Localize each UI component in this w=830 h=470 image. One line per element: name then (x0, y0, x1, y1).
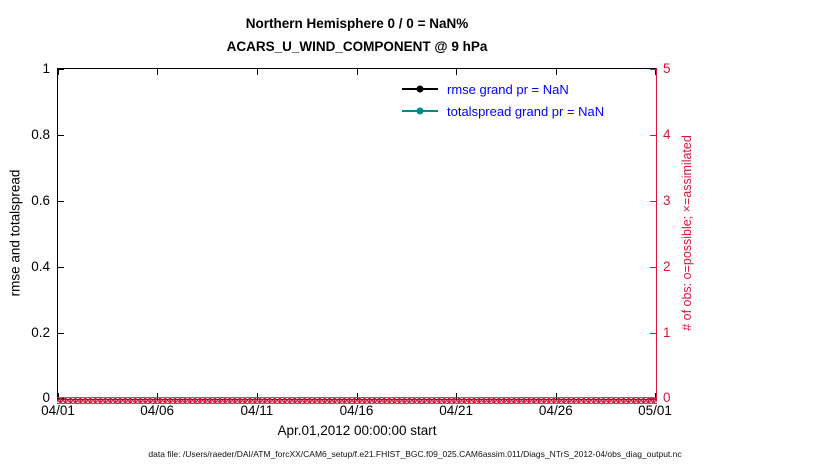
y-left-tick-mark (58, 332, 64, 334)
x-tick-mark (456, 393, 458, 399)
legend-marker-dot (416, 107, 424, 115)
data-file-footer: data file: /Users/raeder/DAI/ATM_forcXX/… (148, 449, 682, 459)
legend-marker-dot (416, 85, 424, 93)
chart-title: Northern Hemisphere 0 / 0 = NaN% ACARS_U… (57, 12, 657, 58)
y-left-tick-label: 1 (42, 61, 50, 76)
title-line-2: ACARS_U_WIND_COMPONENT @ 9 hPa (226, 39, 488, 54)
x-tick-mark (655, 69, 656, 75)
x-tick-mark (356, 69, 358, 75)
y-left-tick-label: 0.4 (31, 258, 50, 274)
x-tick-mark (655, 393, 656, 399)
x-tick-mark (58, 393, 59, 399)
y-left-tick-label: 0.8 (31, 126, 50, 142)
x-tick-label: 05/01 (638, 403, 672, 418)
y-left-tick-mark (58, 134, 64, 136)
y-right-tick-label: 3 (663, 192, 671, 208)
x-tick-mark (157, 393, 159, 399)
y-right-axis-label: # of obs: o=possible; ×=assimilated (680, 135, 694, 331)
y-right-tick-mark (650, 266, 656, 268)
obs-marker-row (54, 393, 660, 408)
y-right-tick-label: 2 (663, 258, 671, 274)
plot-area (57, 68, 657, 400)
legend-item: totalspread grand pr = NaN (402, 100, 604, 122)
x-tick-mark (157, 69, 159, 75)
y-right-tick-mark (650, 200, 656, 202)
x-tick-label: 04/16 (339, 403, 374, 418)
title-line-1: Northern Hemisphere 0 / 0 = NaN% (245, 16, 469, 31)
legend-item: rmse grand pr = NaN (402, 78, 604, 100)
y-left-tick-mark (58, 200, 64, 202)
x-tick-mark (256, 69, 258, 75)
obs-markers-svg (54, 396, 660, 405)
legend-item-label: totalspread grand pr = NaN (447, 103, 605, 119)
x-tick-mark (256, 393, 258, 399)
x-tick-label: 04/26 (538, 403, 573, 418)
x-axis-label: Apr.01,2012 00:00:00 start (277, 423, 437, 438)
y-left-tick-mark (58, 69, 64, 70)
x-tick-mark (555, 69, 557, 75)
y-right-tick-label: 1 (663, 324, 671, 340)
y-left-tick-label: 0.6 (31, 192, 50, 208)
y-right-tick-mark (650, 134, 656, 136)
x-tick-mark (58, 69, 59, 75)
x-tick-label: 04/01 (41, 403, 75, 418)
y-right-tick-label: 5 (663, 61, 671, 76)
x-tick-mark (356, 393, 358, 399)
legend-line-swatch (402, 85, 438, 93)
x-tick-label: 04/06 (140, 403, 175, 418)
y-left-tick-label: 0 (42, 390, 50, 405)
y-left-tick-mark (58, 266, 64, 268)
y-left-axis-label: rmse and totalspread (7, 169, 23, 297)
x-tick-label: 04/21 (439, 403, 474, 418)
legend-line-swatch (402, 107, 438, 115)
x-tick-mark (456, 69, 458, 75)
y-right-tick-mark (650, 332, 656, 334)
x-tick-mark (555, 393, 557, 399)
legend-item-label: rmse grand pr = NaN (447, 81, 569, 97)
legend: rmse grand pr = NaN totalspread grand pr … (402, 78, 604, 122)
x-tick-label: 04/11 (240, 403, 274, 418)
y-right-tick-label: 4 (663, 126, 671, 142)
y-right-tick-mark (650, 69, 656, 70)
y-left-tick-label: 0.2 (31, 324, 50, 340)
y-right-tick-label: 0 (663, 390, 671, 405)
